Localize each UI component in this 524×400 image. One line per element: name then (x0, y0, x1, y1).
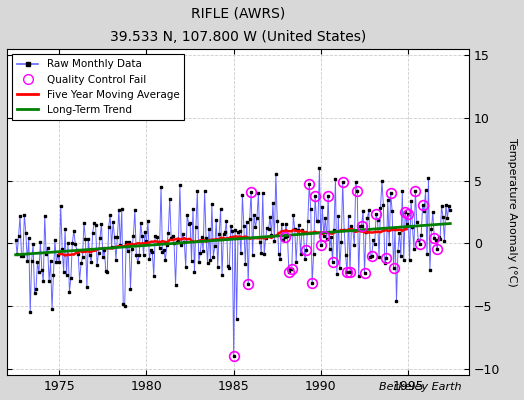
Text: Berkeley Earth: Berkeley Earth (379, 382, 461, 392)
Title: RIFLE (AWRS)
39.533 N, 107.800 W (United States): RIFLE (AWRS) 39.533 N, 107.800 W (United… (110, 7, 366, 44)
Legend: Raw Monthly Data, Quality Control Fail, Five Year Moving Average, Long-Term Tren: Raw Monthly Data, Quality Control Fail, … (12, 54, 184, 120)
Y-axis label: Temperature Anomaly (°C): Temperature Anomaly (°C) (507, 138, 517, 286)
